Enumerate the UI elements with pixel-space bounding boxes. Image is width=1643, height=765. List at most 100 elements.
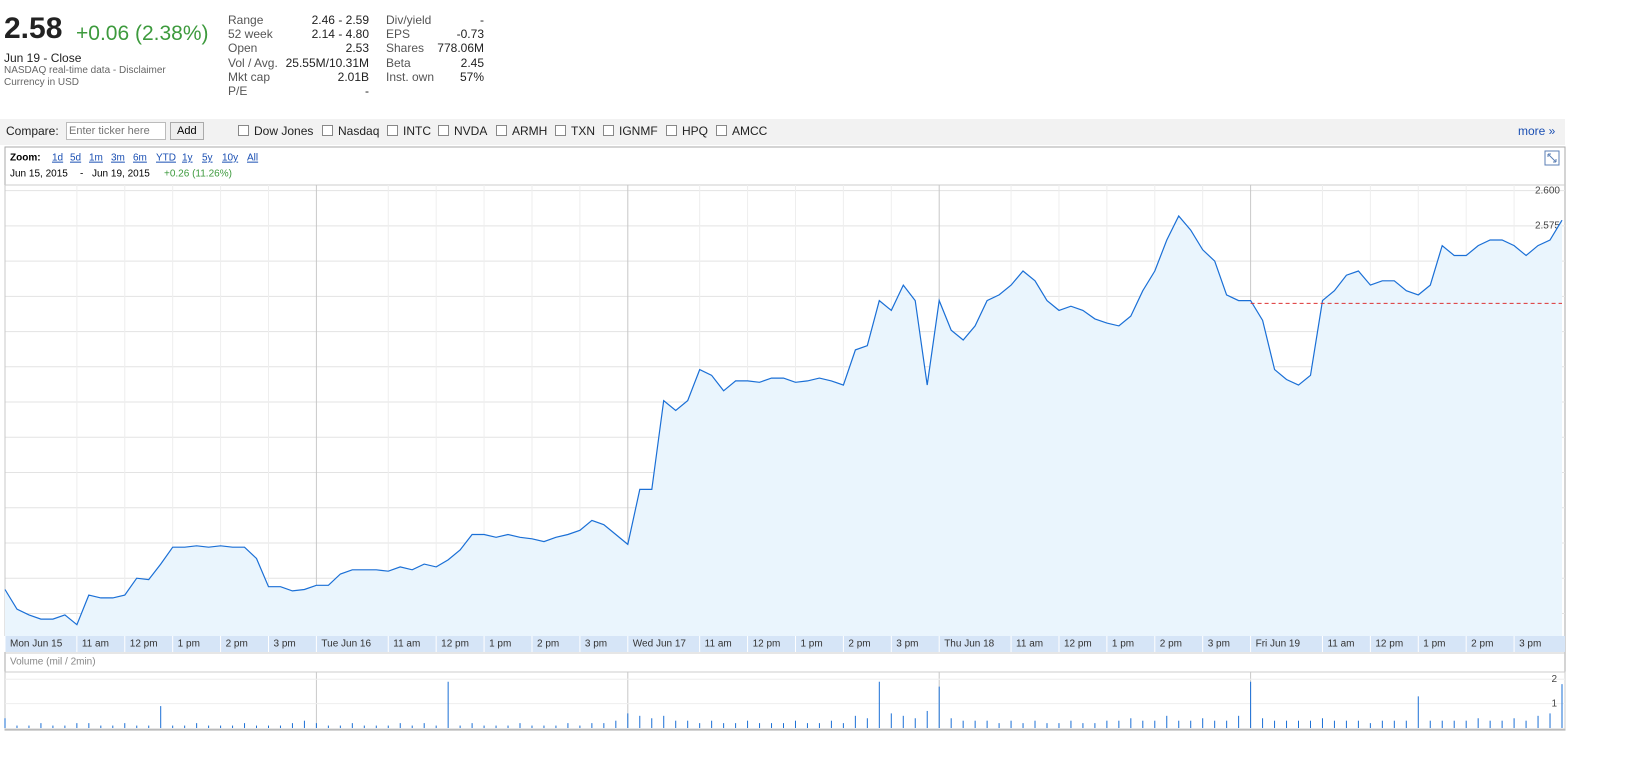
stat-value: 57% (459, 70, 484, 84)
checkbox[interactable] (387, 125, 398, 136)
zoom-option[interactable]: 1m (89, 153, 103, 164)
x-tick-label: Wed Jun 17 (633, 639, 687, 650)
stat-label: Vol / Avg. (228, 56, 278, 70)
compare-option[interactable]: IGNMF (603, 124, 658, 138)
compare-option[interactable]: INTC (387, 124, 431, 138)
stat-label: P/E (228, 84, 248, 98)
more-link[interactable]: more » (1518, 124, 1556, 138)
x-tick-label: 1 pm (178, 639, 200, 650)
compare-option[interactable]: TXN (555, 124, 595, 138)
checkbox[interactable] (555, 125, 566, 136)
zoom-option[interactable]: All (247, 153, 258, 164)
ticker-input[interactable] (66, 122, 166, 140)
x-tick-label: 1 pm (1423, 639, 1445, 650)
option-label[interactable]: IGNMF (619, 124, 658, 138)
compare-option[interactable]: Nasdaq (322, 124, 379, 138)
zoom-option[interactable]: 1y (182, 153, 193, 164)
expand-icon-glyph (1547, 153, 1557, 163)
x-tick-label: 12 pm (441, 639, 469, 650)
option-label[interactable]: ARMH (512, 124, 548, 138)
compare-option[interactable]: HPQ (666, 124, 708, 138)
range-start: Jun 15, 2015 (10, 169, 68, 180)
option-label[interactable]: Nasdaq (338, 124, 380, 138)
range-change: +0.26 (11.26%) (164, 169, 232, 180)
x-tick-label: 2 pm (537, 639, 559, 650)
zoom-option[interactable]: 3m (111, 153, 125, 164)
compare-bar: Compare: Add more » Dow Jones Nasdaq INTC N… (0, 119, 1565, 145)
x-tick-label: 11 am (1016, 639, 1043, 650)
stat-value: 778.06M (437, 41, 484, 55)
checkbox[interactable] (603, 125, 614, 136)
data-source[interactable]: NASDAQ real-time data - Disclaimer (4, 65, 166, 76)
volume-tick-label: 1 (1551, 698, 1557, 709)
x-tick-label: 11 am (705, 639, 732, 650)
stat-value: 25.55M/10.31M (285, 56, 369, 70)
area (5, 216, 1562, 636)
checkbox[interactable] (666, 125, 677, 136)
option-label[interactable]: AMCC (732, 124, 768, 138)
stat-value: 2.53 (345, 41, 369, 55)
compare-option[interactable]: AMCC (716, 124, 767, 138)
stat-value: 2.46 - 2.59 (311, 13, 369, 27)
option-label[interactable]: NVDA (454, 124, 488, 138)
x-tick-label: 2 pm (226, 639, 248, 650)
x-tick-label: Fri Jun 19 (1256, 639, 1301, 650)
quote-date: Jun 19 - Close (4, 51, 82, 65)
stat-label: Div/yield (386, 13, 432, 27)
x-tick-label: 1 pm (489, 639, 511, 650)
checkbox[interactable] (438, 125, 449, 136)
volume-label: Volume (mil / 2min) (10, 657, 96, 668)
price-line (4, 214, 1563, 626)
option-label[interactable]: HPQ (682, 124, 709, 138)
x-tick-label: 12 pm (753, 639, 781, 650)
x-tick-label: 1 pm (800, 639, 822, 650)
x-tick-label: 12 pm (130, 639, 158, 650)
zoom-option[interactable]: YTD (156, 153, 176, 164)
x-tick-label: 12 pm (1064, 639, 1092, 650)
compare-option[interactable]: Dow Jones (238, 124, 313, 138)
checkbox[interactable] (322, 125, 333, 136)
zoom-option[interactable]: 5y (202, 153, 213, 164)
stat-label: Beta (386, 56, 411, 70)
stat-value: 2.14 - 4.80 (311, 27, 369, 41)
x-tick-label: 12 pm (1375, 639, 1403, 650)
x-tick-label: 3 pm (1208, 639, 1230, 650)
add-button[interactable]: Add (170, 122, 204, 140)
option-label[interactable]: TXN (571, 124, 595, 138)
x-tick-label: 3 pm (585, 639, 607, 650)
stat-value: - (365, 84, 369, 98)
stat-label: Open (228, 41, 258, 55)
x-tick-label: Mon Jun 15 (10, 639, 63, 650)
zoom-option[interactable]: 1d (52, 153, 63, 164)
x-tick-label: 1 pm (1112, 639, 1134, 650)
stat-value: 2.01B (337, 70, 369, 84)
zoom-option[interactable]: 10y (222, 153, 238, 164)
x-tick-label: 2 pm (1160, 639, 1182, 650)
x-tick-label: 2 pm (1471, 639, 1493, 650)
price-change: +0.06 (2.38%) (76, 22, 209, 45)
volume-frame (4, 671, 1566, 730)
stat-label: Shares (386, 41, 425, 55)
x-tick-label: Tue Jun 16 (321, 639, 371, 650)
y-tick-label: 2.600 (1535, 185, 1560, 196)
zoom-option[interactable]: 5d (70, 153, 81, 164)
checkbox[interactable] (496, 125, 507, 136)
option-label[interactable]: Dow Jones (254, 124, 314, 138)
checkbox[interactable] (238, 125, 249, 136)
zoom-option[interactable]: 6m (133, 153, 147, 164)
stat-label: EPS (386, 27, 411, 41)
stat-label: Range (228, 13, 264, 27)
x-tick-label: 3 pm (1519, 639, 1541, 650)
x-tick-label: 3 pm (273, 639, 295, 650)
currency: Currency in USD (4, 77, 80, 88)
compare-label: Compare: (6, 124, 59, 138)
stat-value: -0.73 (456, 27, 484, 41)
zoom-label: Zoom: (10, 153, 41, 164)
compare-option[interactable]: ARMH (496, 124, 547, 138)
checkbox[interactable] (716, 125, 727, 136)
price: 2.58 (4, 12, 63, 45)
x-tick-label: 11 am (1327, 639, 1354, 650)
compare-option[interactable]: NVDA (438, 124, 487, 138)
option-label[interactable]: INTC (403, 124, 431, 138)
